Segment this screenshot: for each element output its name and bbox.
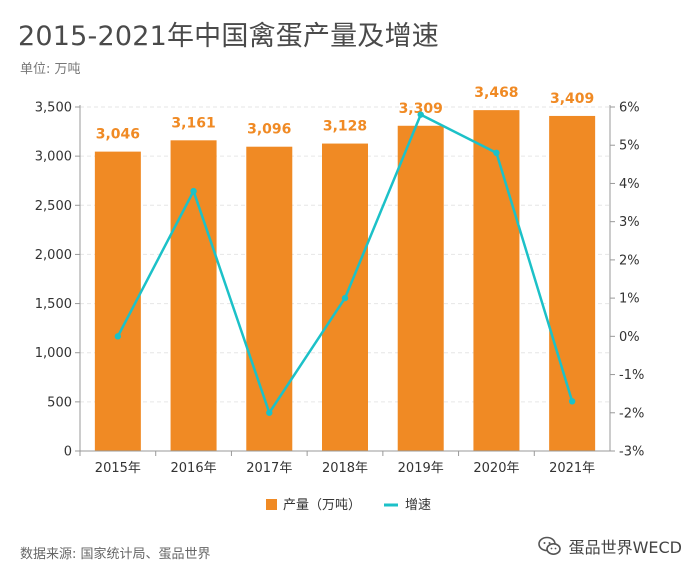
growth-point-2021年	[568, 398, 576, 405]
right-tick-label: 4%	[619, 177, 640, 192]
legend-swatch-production	[266, 499, 277, 510]
x-tick-label: 2019年	[398, 461, 444, 476]
bar-2016年	[170, 140, 217, 452]
left-tick-label: 0	[64, 445, 72, 460]
legend: 产量（万吨） 增速	[266, 498, 431, 513]
bar-data-label: 3,468	[474, 85, 518, 101]
bar-2015年	[94, 151, 141, 452]
unit-label: 单位: 万吨	[20, 62, 81, 77]
left-tick-label: 3,000	[35, 150, 72, 165]
bar-2019年	[397, 125, 444, 451]
growth-point-2019年	[417, 111, 424, 118]
bar-data-label: 3,046	[96, 127, 140, 143]
bar-data-label: 3,096	[247, 122, 291, 138]
left-tick-label: 500	[47, 395, 72, 410]
right-tick-label: 2%	[619, 253, 640, 268]
x-tick-label: 2016年	[171, 461, 217, 476]
x-tick-label: 2015年	[95, 461, 141, 476]
right-tick-label: 5%	[619, 139, 640, 154]
bar-2017年	[246, 146, 293, 451]
growth-point-2017年	[266, 409, 273, 416]
right-tick-label: 3%	[619, 215, 640, 230]
growth-point-2020年	[493, 149, 500, 157]
left-tick-label: 1,500	[35, 297, 72, 312]
legend-label-growth: 增速	[405, 498, 431, 513]
growth-point-2016年	[190, 187, 197, 195]
left-tick-label: 2,500	[35, 199, 72, 214]
x-tick-label: 2017年	[246, 461, 292, 476]
bar-data-label: 3,161	[171, 115, 215, 131]
axes: 0 500 1,000 1,500 2,000 2,500 3,000 3,500 -3% -2%…	[35, 101, 645, 477]
left-tick-label: 2,000	[35, 248, 72, 263]
left-tick-label: 1,000	[35, 346, 72, 361]
bar-series: 3,046 3,161 3,096 3,128 3,309 3,468 3,409	[94, 85, 596, 452]
wechat-icon	[537, 536, 561, 555]
bar-data-label: 3,409	[550, 91, 594, 107]
bar-2021年	[549, 115, 596, 451]
right-tick-label: 1%	[619, 292, 640, 307]
bar-data-label: 3,309	[399, 101, 443, 117]
right-tick-label: -2%	[619, 406, 644, 421]
growth-point-2015年	[114, 333, 122, 340]
right-tick-label: -3%	[619, 445, 644, 460]
bar-data-label: 3,128	[323, 119, 367, 135]
x-tick-label: 2020年	[473, 461, 519, 476]
grid-lines	[80, 106, 610, 403]
chart-title: 2015-2021年中国禽蛋产量及增速	[18, 21, 439, 52]
left-tick-label: 3,500	[35, 101, 72, 116]
source-note: 数据来源: 国家统计局、蛋品世界	[20, 547, 211, 562]
growth-point-2018年	[341, 294, 349, 302]
line-series	[114, 111, 576, 416]
brand-mark: 蛋品世界WECD	[537, 533, 682, 559]
brand-text: 蛋品世界WECD	[568, 538, 682, 557]
x-tick-label: 2021年	[549, 461, 595, 476]
x-tick-label: 2018年	[322, 461, 368, 476]
bar-2020年	[473, 110, 520, 451]
right-tick-label: 0%	[619, 330, 640, 345]
legend-label-production: 产量（万吨）	[283, 498, 361, 513]
right-tick-label: -1%	[619, 368, 644, 383]
right-tick-label: 6%	[619, 101, 640, 116]
